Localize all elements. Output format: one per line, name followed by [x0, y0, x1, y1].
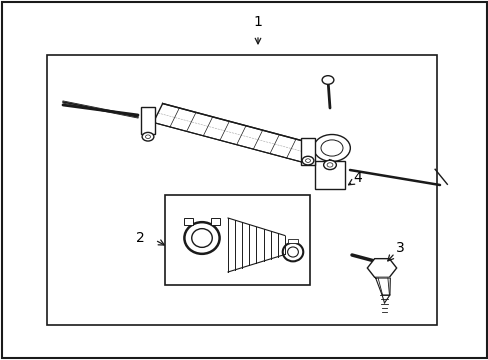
Bar [164, 195, 309, 285]
Ellipse shape [191, 229, 212, 247]
Ellipse shape [313, 135, 349, 162]
Text: 3: 3 [395, 241, 404, 255]
Ellipse shape [320, 140, 342, 156]
Bar [315, 161, 344, 189]
Bar [287, 239, 297, 243]
Ellipse shape [184, 222, 219, 254]
Bar [184, 218, 193, 225]
Text: 4: 4 [353, 171, 362, 185]
Bar [210, 218, 219, 225]
Ellipse shape [287, 247, 298, 257]
Ellipse shape [282, 243, 303, 261]
Bar [141, 107, 155, 134]
Text: 1: 1 [253, 15, 262, 29]
Bar [47, 55, 436, 325]
Circle shape [305, 159, 310, 162]
Bar [300, 138, 315, 165]
Circle shape [323, 160, 336, 170]
Circle shape [142, 132, 154, 141]
Polygon shape [375, 278, 389, 295]
Circle shape [326, 163, 332, 167]
Circle shape [302, 156, 313, 165]
Circle shape [322, 76, 333, 84]
Circle shape [145, 135, 150, 139]
Text: 2: 2 [135, 231, 144, 245]
Polygon shape [153, 104, 312, 162]
